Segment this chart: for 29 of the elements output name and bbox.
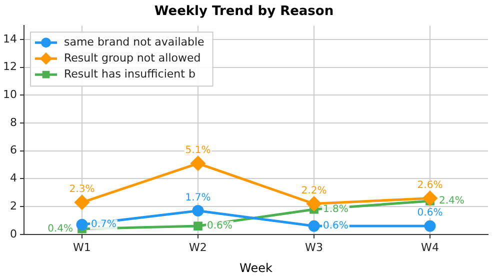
legend-label: same brand not available <box>64 35 205 48</box>
x-tick-label: W3 <box>305 240 323 254</box>
y-tick-label: 2 <box>10 199 17 212</box>
legend-label: Result group not allowed <box>64 51 201 64</box>
data-label: 5.1% <box>185 145 211 156</box>
data-label: 2.3% <box>69 184 95 195</box>
y-tick-label: 6 <box>10 144 17 157</box>
y-tick-label: 12 <box>2 60 17 74</box>
data-label: 0.6% <box>417 208 443 219</box>
data-label: 1.8% <box>323 204 348 215</box>
y-tick-label: 4 <box>10 172 17 185</box>
legend-label: Result has insufficient b <box>64 67 196 80</box>
y-tick-label: 14 <box>2 32 17 46</box>
data-label: 2.6% <box>417 180 443 191</box>
x-axis-title: Week <box>240 260 272 275</box>
x-tick-label: W1 <box>73 240 91 254</box>
data-label: 0.6% <box>323 220 348 232</box>
x-tick-label: W2 <box>189 240 207 254</box>
chart-title: Weekly Trend by Reason <box>154 4 334 20</box>
y-tick-label: 8 <box>10 116 17 129</box>
x-tick-label: W4 <box>421 240 439 254</box>
data-label: 0.7% <box>90 219 116 230</box>
data-label: 0.4% <box>48 223 73 234</box>
y-tick-label: 10 <box>2 88 17 102</box>
y-tick-label: 0 <box>10 227 17 240</box>
data-label: 1.7% <box>185 192 211 204</box>
data-label: 0.6% <box>207 220 232 232</box>
data-label: 2.2% <box>301 185 327 196</box>
data-label: 2.4% <box>439 196 464 207</box>
